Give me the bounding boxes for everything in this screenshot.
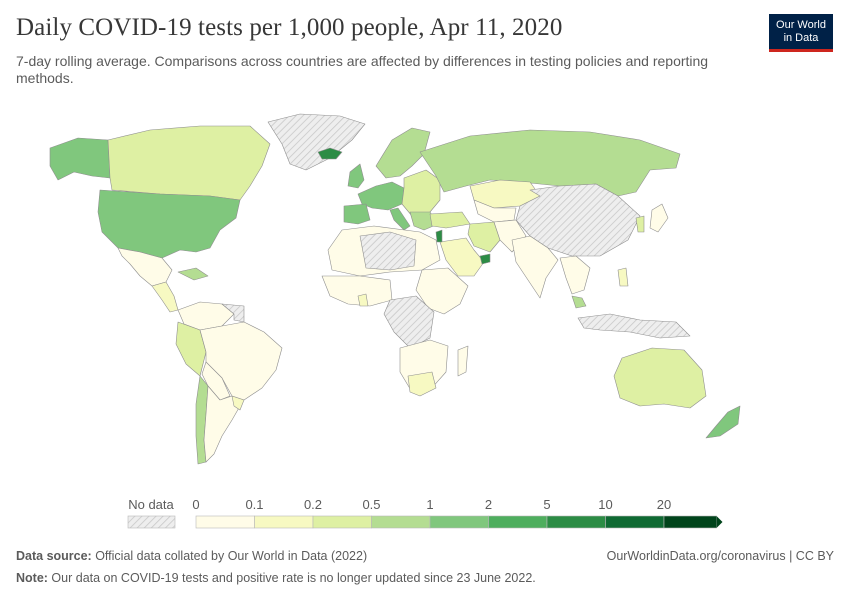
note-label: Note: <box>16 571 48 585</box>
data-source-label: Data source: <box>16 549 92 563</box>
logo-line-1: Our World <box>776 19 826 31</box>
legend-bin-label: 5 <box>543 497 550 512</box>
region-ghana[interactable] <box>357 293 369 307</box>
legend-bin-label: 0 <box>192 497 199 512</box>
owid-logo[interactable]: Our World in Data <box>769 14 833 52</box>
data-source-text: Official data collated by Our World in D… <box>91 549 368 563</box>
legend-bin-label: 20 <box>657 497 671 512</box>
legend-no-data-label: No data <box>128 497 174 512</box>
legend-swatch <box>195 515 255 529</box>
region-malaysia[interactable] <box>571 295 587 309</box>
legend-no-data-swatch <box>127 515 176 529</box>
logo-line-2: in Data <box>783 32 819 44</box>
legend-bin-label: 1 <box>426 497 433 512</box>
legend-swatch <box>429 515 489 529</box>
region-israel[interactable] <box>435 229 443 243</box>
region-uruguay[interactable] <box>231 395 245 411</box>
region-philippines[interactable] <box>617 267 629 287</box>
region-russia[interactable] <box>419 129 681 197</box>
legend-bin-label: 10 <box>598 497 612 512</box>
region-korea[interactable] <box>635 215 645 233</box>
region-new-zealand[interactable] <box>705 405 741 439</box>
region-southeast-asia[interactable] <box>559 255 591 295</box>
data-source: Data source: Official data collated by O… <box>16 549 367 563</box>
legend-swatch <box>312 515 372 529</box>
legend-swatch <box>371 515 431 529</box>
legend-swatch <box>254 515 314 529</box>
region-india[interactable] <box>511 235 559 299</box>
region-turkey[interactable] <box>429 211 471 229</box>
legend-bin-label: 0.1 <box>245 497 263 512</box>
world-map <box>49 113 741 465</box>
region-caribbean[interactable] <box>177 267 209 281</box>
region-china-mongolia[interactable] <box>515 183 641 257</box>
region-central-america[interactable] <box>151 281 179 313</box>
legend-swatch <box>546 515 606 529</box>
region-greenland[interactable] <box>267 113 366 171</box>
region-japan[interactable] <box>649 203 669 233</box>
legend-swatch <box>663 515 717 529</box>
region-italy[interactable] <box>389 207 411 231</box>
legend-bin-label: 0.5 <box>362 497 380 512</box>
legend-swatch <box>605 515 665 529</box>
legend-swatch <box>488 515 548 529</box>
source-url-link[interactable]: OurWorldinData.org/coronavirus | CC BY <box>606 549 834 563</box>
map-legend: No data 0 0.1 0.2 0.5 1 2 5 10 20 <box>127 497 723 529</box>
region-sahara[interactable] <box>359 231 417 271</box>
region-uae[interactable] <box>479 253 491 265</box>
chart-title: Daily COVID-19 tests per 1,000 people, A… <box>16 14 563 41</box>
region-argentina[interactable] <box>203 385 241 463</box>
legend-bin-label: 0.2 <box>304 497 322 512</box>
legend-arrow-tip <box>716 516 723 528</box>
chart-subtitle: 7-day rolling average. Comparisons acros… <box>16 53 709 86</box>
region-iceland[interactable] <box>317 147 343 160</box>
region-saudi-arabia[interactable] <box>439 237 485 277</box>
region-south-africa[interactable] <box>407 371 437 397</box>
region-west-africa[interactable] <box>321 275 393 307</box>
region-usa[interactable] <box>97 189 241 259</box>
region-iberia[interactable] <box>343 203 371 225</box>
legend-bin-label: 2 <box>485 497 492 512</box>
region-alaska[interactable] <box>49 137 111 181</box>
region-madagascar[interactable] <box>457 345 469 377</box>
region-uk[interactable] <box>347 163 365 189</box>
note-text: Our data on COVID-19 tests and positive … <box>47 571 536 585</box>
region-canada[interactable] <box>107 125 271 201</box>
region-indonesia[interactable] <box>577 313 691 339</box>
region-eastern-europe[interactable] <box>401 169 441 217</box>
footer-note: Note: Our data on COVID-19 tests and pos… <box>16 571 536 585</box>
region-east-africa[interactable] <box>415 267 469 315</box>
region-australia[interactable] <box>613 347 707 409</box>
region-guianas[interactable] <box>221 303 245 323</box>
